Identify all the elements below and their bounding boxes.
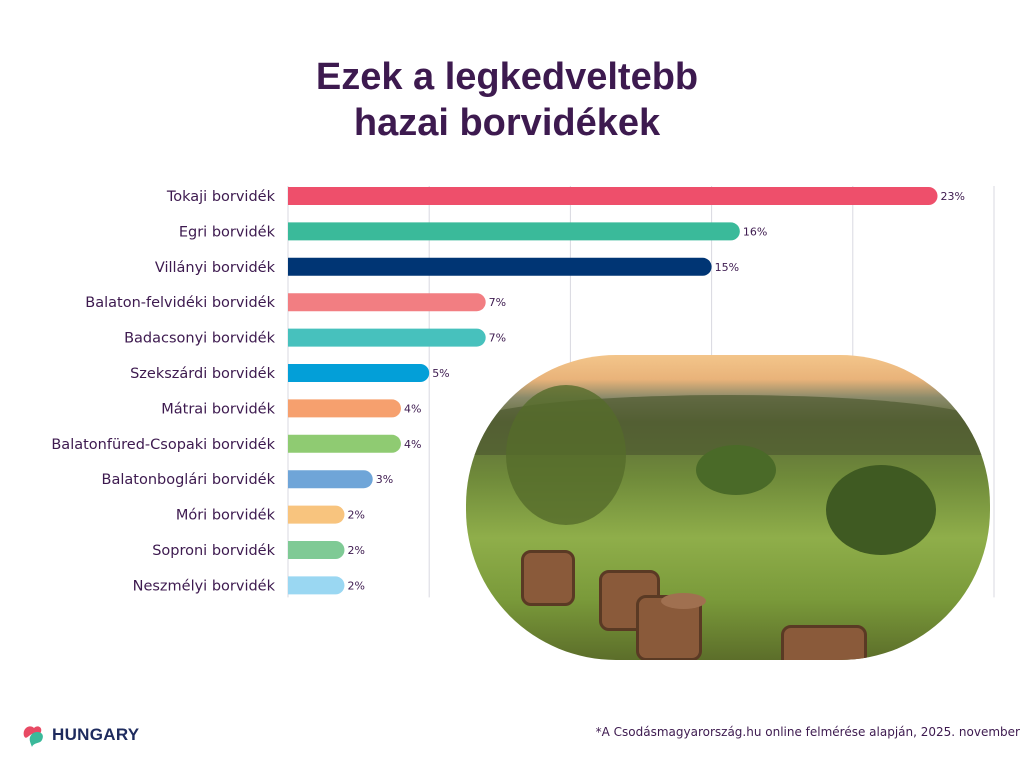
title-line-2: hazai borvidékek — [353, 102, 661, 144]
value-label: 7% — [489, 296, 506, 309]
bar — [288, 257, 712, 276]
value-label: 3% — [376, 473, 393, 486]
bar — [288, 222, 740, 241]
category-label: Balatonboglári borvidék — [102, 472, 276, 488]
bar — [288, 187, 938, 205]
value-label: 2% — [347, 509, 364, 522]
bar — [288, 399, 401, 418]
value-label: 2% — [347, 544, 364, 557]
category-label: Móri borvidék — [176, 508, 276, 524]
bar — [288, 505, 345, 524]
bar — [288, 364, 430, 382]
logo-icon — [23, 726, 43, 747]
title-line-1: Ezek a legkedveltebb — [315, 56, 699, 98]
value-label: 2% — [347, 579, 364, 592]
chart-title: Ezek a legkedveltebb hazai borvidékek — [0, 54, 1014, 146]
value-label: 16% — [743, 225, 767, 238]
bar — [288, 470, 373, 489]
bar — [288, 576, 345, 595]
category-label: Balatonfüred-Csopaki borvidék — [51, 437, 275, 453]
value-label: 5% — [432, 367, 449, 380]
bar — [288, 434, 401, 453]
category-label: Villányi borvidék — [155, 260, 276, 276]
category-label: Tokaji borvidék — [166, 189, 276, 205]
value-label: 4% — [404, 438, 421, 451]
value-label: 7% — [489, 332, 506, 345]
hungary-logo: HUNGARY — [22, 722, 139, 748]
logo-text: HUNGARY — [52, 725, 140, 744]
bar — [288, 293, 486, 312]
bar — [288, 328, 486, 347]
value-label: 4% — [404, 402, 421, 415]
category-label: Szekszárdi borvidék — [130, 366, 276, 382]
category-label: Mátrai borvidék — [161, 401, 275, 417]
bar — [288, 541, 345, 559]
footnote: *A Csodásmagyarország.hu online felmérés… — [595, 725, 1020, 739]
value-label: 15% — [715, 261, 739, 274]
vineyard-photo — [466, 355, 990, 660]
value-label: 23% — [941, 190, 965, 203]
category-label: Egri borvidék — [179, 224, 276, 240]
category-label: Balaton-felvidéki borvidék — [85, 295, 275, 311]
bar-chart: Tokaji borvidék 23% Egri borvidék 16% Villán… — [51, 186, 995, 598]
category-label: Badacsonyi borvidék — [124, 331, 276, 347]
category-label: Soproni borvidék — [152, 543, 275, 559]
category-label: Neszmélyi borvidék — [133, 578, 276, 594]
